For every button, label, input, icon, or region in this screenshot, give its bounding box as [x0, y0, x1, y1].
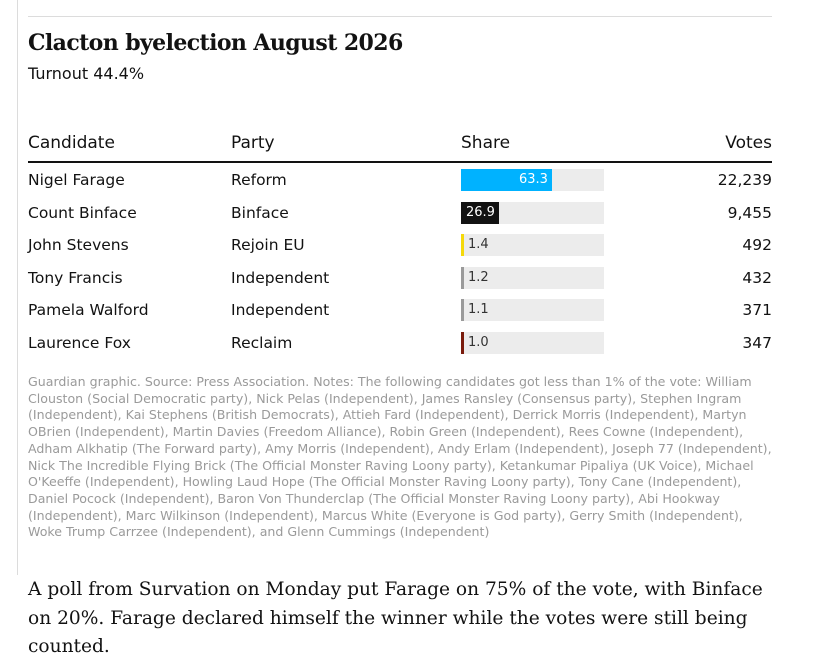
share-label: 63.3	[519, 172, 548, 188]
candidate-name: Count Binface	[28, 203, 137, 222]
left-border	[17, 0, 18, 575]
candidate-name: Pamela Walford	[28, 301, 149, 320]
share-label: 1.1	[468, 302, 489, 318]
share-bar	[461, 331, 464, 354]
candidate-name: Nigel Farage	[28, 171, 125, 190]
table-row: Tony Francis Independent 1.2 432	[28, 262, 772, 295]
share-cell: 1.0	[461, 327, 604, 360]
results-body: Nigel Farage Reform 63.3 22,239 Count Binfac…	[28, 162, 772, 359]
share-label: 1.2	[468, 269, 489, 285]
table-row: Nigel Farage Reform 63.3 22,239	[28, 162, 772, 197]
share-bar	[461, 234, 464, 257]
share-bar	[461, 266, 464, 289]
share-bar-track: 1.1	[461, 299, 604, 322]
share-bar-track: 1.2	[461, 266, 604, 289]
share-label: 1.0	[468, 334, 489, 350]
party-name: Independent	[231, 268, 330, 287]
header-share: Share	[461, 132, 604, 163]
share-bar-track: 63.3	[461, 169, 604, 192]
share-bar-track: 1.0	[461, 331, 604, 354]
share-bar-track: 26.9	[461, 201, 604, 224]
party-name: Binface	[231, 203, 289, 222]
turnout-subtitle: Turnout 44.4%	[28, 64, 145, 83]
header-votes: Votes	[604, 132, 772, 163]
share-bar	[461, 169, 552, 192]
vote-count: 347	[742, 333, 772, 352]
table-row: John Stevens Rejoin EU 1.4 492	[28, 229, 772, 262]
table-row: Laurence Fox Reclaim 1.0 347	[28, 327, 772, 360]
vote-count: 432	[742, 268, 772, 287]
table-header-row: Candidate Party Share Votes	[28, 132, 772, 163]
share-cell: 1.4	[461, 229, 604, 262]
table-row: Count Binface Binface 26.9 9,455	[28, 197, 772, 230]
party-name: Reclaim	[231, 333, 293, 352]
results-graphic: Clacton byelection August 2026 Turnout 4…	[28, 16, 772, 541]
vote-count: 371	[742, 301, 772, 320]
article-paragraph: A poll from Survation on Monday put Fara…	[28, 579, 763, 657]
share-cell: 26.9	[461, 197, 604, 230]
share-bar	[461, 201, 499, 224]
chart-title: Clacton byelection August 2026	[28, 30, 403, 56]
top-divider	[28, 16, 772, 17]
share-bar-track: 1.4	[461, 234, 604, 257]
vote-count: 492	[742, 236, 772, 255]
candidate-name: Tony Francis	[28, 268, 123, 287]
vote-count: 9,455	[727, 203, 772, 222]
share-cell: 1.1	[461, 294, 604, 327]
candidate-name: Laurence Fox	[28, 333, 131, 352]
party-name: Independent	[231, 301, 330, 320]
share-bar	[461, 299, 464, 322]
source-notes: Guardian graphic. Source: Press Associat…	[28, 374, 772, 540]
candidate-name: John Stevens	[28, 236, 129, 255]
share-label: 1.4	[468, 237, 489, 253]
share-cell: 1.2	[461, 262, 604, 295]
vote-count: 22,239	[717, 171, 772, 190]
share-label: 26.9	[466, 204, 495, 220]
table-row: Pamela Walford Independent 1.1 371	[28, 294, 772, 327]
share-cell: 63.3	[461, 162, 604, 197]
party-name: Reform	[231, 171, 287, 190]
header-party: Party	[231, 132, 461, 163]
header-candidate: Candidate	[28, 132, 231, 163]
party-name: Rejoin EU	[231, 236, 305, 255]
results-table: Candidate Party Share Votes Nigel Farage…	[28, 132, 772, 359]
